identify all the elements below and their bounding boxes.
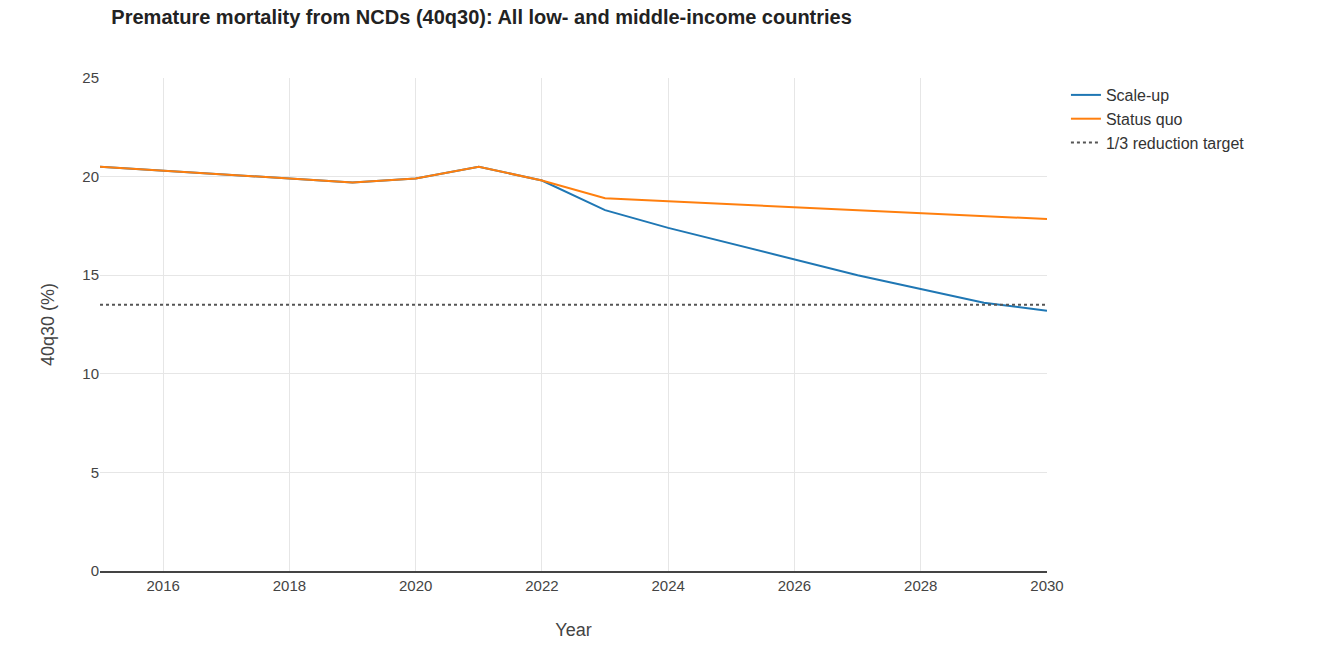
svg-text:20: 20 <box>82 168 99 185</box>
svg-text:2030: 2030 <box>1030 577 1063 594</box>
svg-text:1/3 reduction target: 1/3 reduction target <box>1106 135 1244 152</box>
svg-text:Year: Year <box>555 620 591 640</box>
svg-text:40q30 (%): 40q30 (%) <box>38 283 58 366</box>
svg-text:Status quo: Status quo <box>1106 111 1183 128</box>
svg-text:2024: 2024 <box>652 577 685 594</box>
svg-text:15: 15 <box>82 266 99 283</box>
svg-text:5: 5 <box>91 464 99 481</box>
svg-text:2020: 2020 <box>399 577 432 594</box>
svg-text:2026: 2026 <box>778 577 811 594</box>
svg-text:10: 10 <box>82 365 99 382</box>
svg-text:2028: 2028 <box>904 577 937 594</box>
svg-text:2016: 2016 <box>146 577 179 594</box>
svg-text:Scale-up: Scale-up <box>1106 87 1169 104</box>
svg-text:Premature mortality from NCDs: Premature mortality from NCDs (40q30): A… <box>111 6 852 28</box>
svg-text:25: 25 <box>82 69 99 86</box>
svg-text:2018: 2018 <box>273 577 306 594</box>
svg-text:2022: 2022 <box>525 577 558 594</box>
svg-text:0: 0 <box>91 562 99 579</box>
